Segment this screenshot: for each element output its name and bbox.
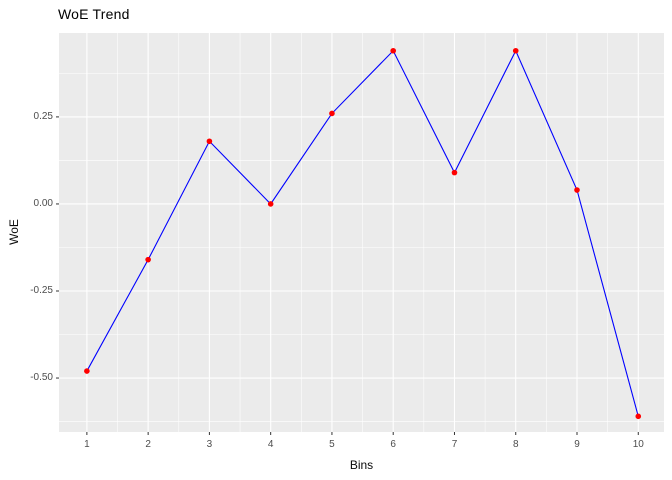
x-tick-label: 1 (84, 439, 90, 450)
x-tick-label: 6 (390, 439, 396, 450)
data-point (635, 413, 642, 420)
data-point (329, 110, 335, 117)
plot-panel (59, 33, 664, 432)
data-point (574, 187, 580, 193)
x-tick-label: 9 (574, 439, 580, 450)
data-point (206, 138, 213, 145)
y-tick-label: -0.25 (30, 284, 53, 296)
y-tick-label: -0.50 (30, 372, 53, 384)
x-tick-label: 2 (145, 439, 151, 450)
y-tick-label: 0.25 (33, 110, 53, 122)
x-tick-label: 3 (206, 439, 213, 450)
data-point (267, 201, 274, 207)
x-tick-label: 8 (512, 439, 519, 450)
trend-line (86, 49, 639, 417)
data-point (390, 47, 397, 54)
x-tick-label: 10 (632, 439, 644, 450)
chart-title: WoE Trend (58, 6, 130, 22)
y-tick-label: 0.00 (33, 197, 53, 209)
x-tick-label: 7 (451, 439, 458, 450)
y-axis-title: WoE (7, 219, 21, 245)
data-point (145, 256, 151, 263)
data-point (512, 47, 519, 54)
x-tick-label: 5 (329, 439, 335, 450)
x-tick-label: 4 (267, 439, 274, 450)
data-point (451, 169, 458, 176)
data-point (84, 368, 90, 374)
x-axis-title: Bins (349, 458, 374, 472)
